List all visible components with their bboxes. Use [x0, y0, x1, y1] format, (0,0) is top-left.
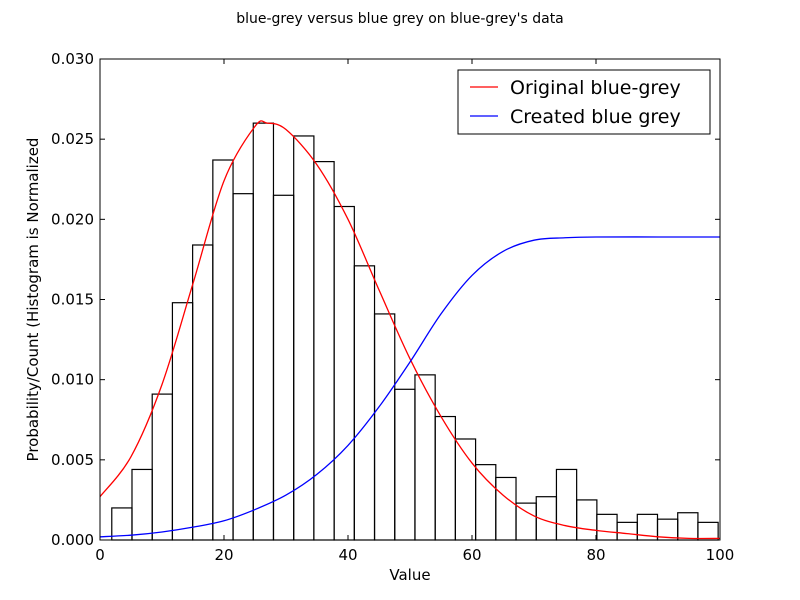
y-tick-label: 0.025	[51, 130, 94, 148]
plot-frame	[99, 58, 721, 541]
y-tick-label: 0.010	[51, 371, 94, 389]
y-tick-label: 0.005	[51, 451, 94, 469]
series-line-original	[99, 120, 721, 540]
x-tick-label: 20	[214, 546, 233, 564]
x-tick-label: 40	[338, 546, 357, 564]
y-axis-label: Probability/Count (Histogram is Normaliz…	[24, 138, 42, 462]
legend: Original blue-grey Created blue grey	[457, 69, 711, 135]
legend-label: Created blue grey	[510, 106, 681, 128]
series-line-created	[99, 236, 720, 538]
y-tick-label: 0.015	[51, 291, 94, 309]
series-lines	[99, 120, 721, 540]
legend-box	[457, 69, 711, 135]
x-tick-label: 80	[586, 546, 605, 564]
x-tick-label: 100	[706, 546, 735, 564]
y-tick-label: 0.020	[51, 210, 94, 228]
chart-title: blue-grey versus blue grey on blue-grey'…	[236, 11, 564, 27]
x-axis-label: Value	[389, 566, 430, 584]
axis-ticks: 0 20 40 60 80 100 0.000 0.005 0.010 0.015 0.020 0.0…	[51, 50, 734, 564]
x-tick-label: 60	[462, 546, 481, 564]
x-tick-label: 0	[95, 546, 105, 564]
y-tick-label: 0.000	[51, 531, 94, 549]
legend-label: Original blue-grey	[510, 77, 681, 99]
y-tick-label: 0.030	[51, 50, 94, 68]
